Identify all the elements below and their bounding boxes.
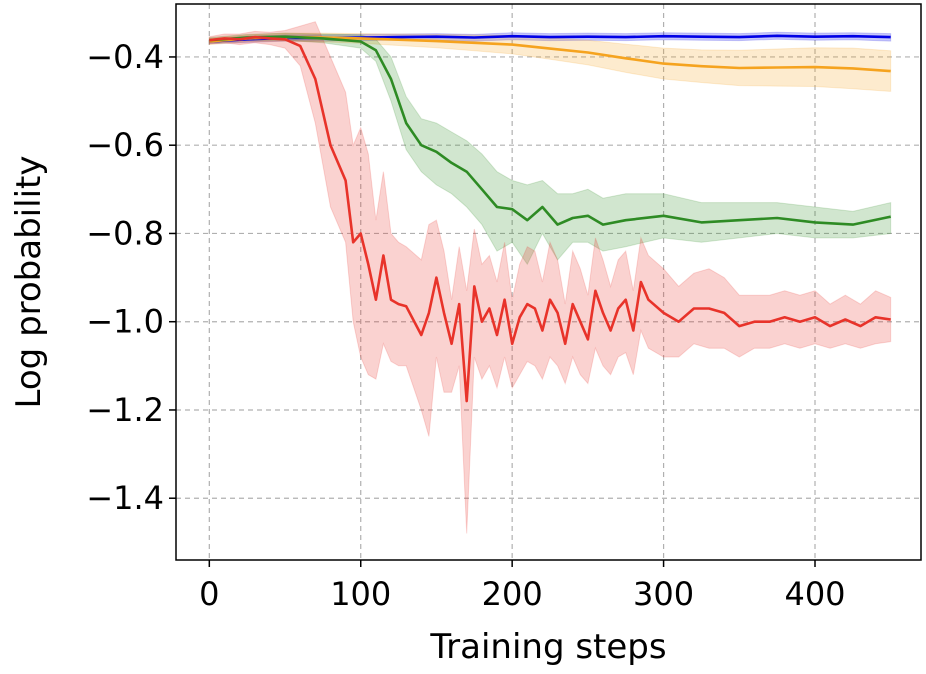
series-3-line	[209, 35, 891, 226]
y-tick-label: −1.4	[86, 479, 164, 517]
x-tick-label: 0	[199, 575, 219, 613]
y-axis-ticks: −0.4 −0.6 −0.8 −1.0 −1.2 −1.4	[86, 38, 176, 517]
y-tick-label: −0.6	[86, 126, 164, 164]
x-axis-ticks: 0 100 200 300 400	[199, 560, 846, 613]
y-tick-label: −0.8	[86, 214, 164, 252]
x-tick-label: 100	[330, 575, 391, 613]
y-axis-label: Log probability	[9, 156, 49, 409]
series-2-band	[208, 32, 892, 92]
series-4-band	[208, 21, 892, 534]
series-lines	[209, 34, 891, 403]
x-tick-label: 200	[482, 575, 543, 613]
x-tick-label: 300	[633, 575, 694, 613]
x-tick-label: 400	[784, 575, 845, 613]
grid	[176, 4, 921, 560]
confidence-bands	[208, 21, 892, 534]
y-tick-label: −1.2	[86, 391, 164, 429]
y-tick-label: −1.0	[86, 303, 164, 341]
y-tick-label: −0.4	[86, 38, 164, 76]
series-4-line	[209, 35, 891, 403]
series-3-band	[208, 32, 892, 266]
x-axis-label: Training steps	[429, 627, 666, 667]
plot-area-frame	[175, 3, 922, 561]
